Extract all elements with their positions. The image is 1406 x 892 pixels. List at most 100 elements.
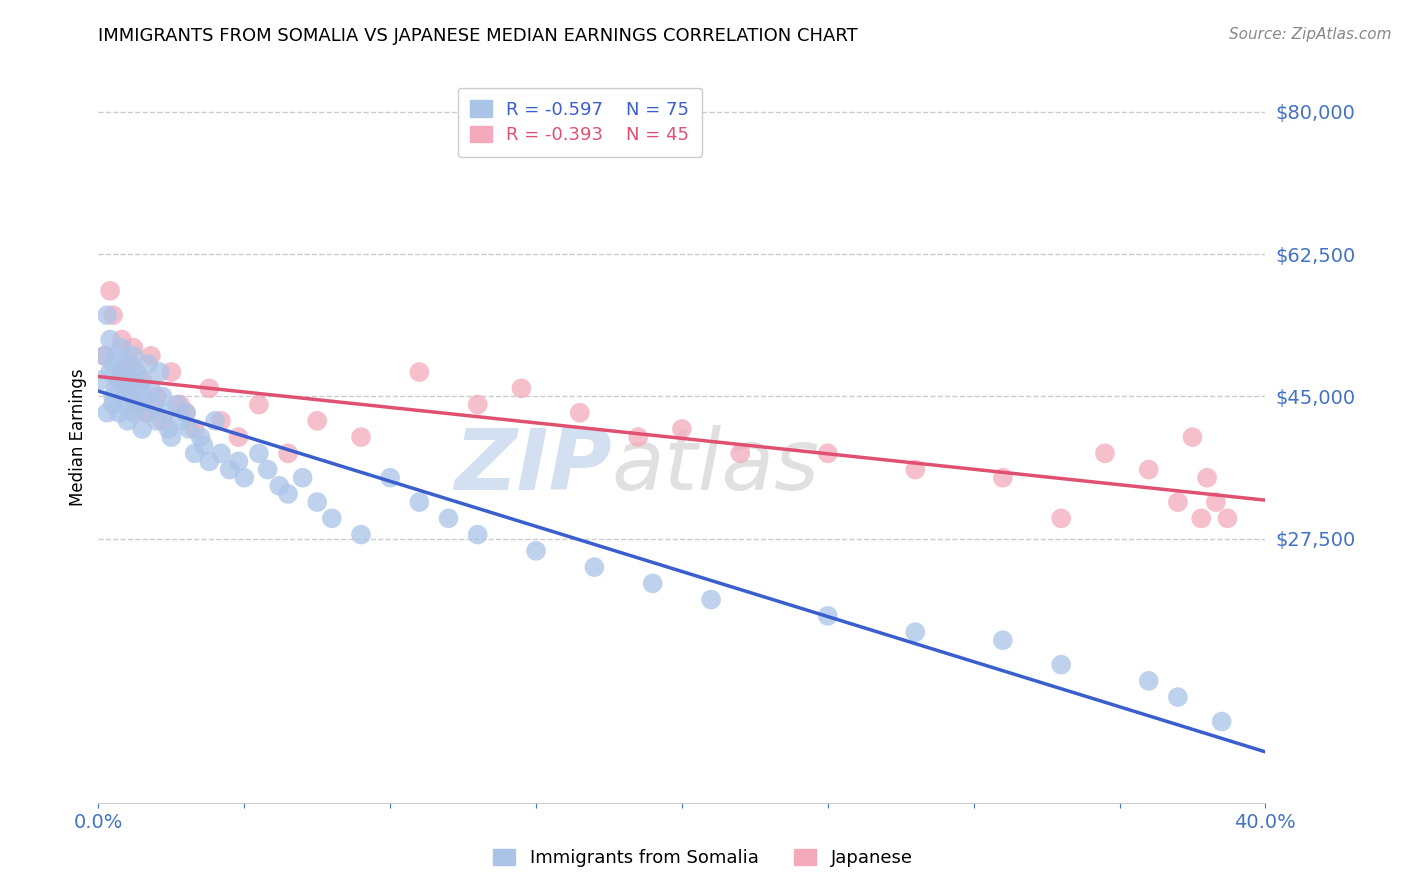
Point — [90, 373, 112, 387]
Point — [307, 414, 329, 428]
Point — [98, 284, 121, 298]
Text: ZIP: ZIP — [454, 425, 612, 508]
Point — [256, 462, 278, 476]
Point — [136, 406, 159, 420]
Point — [190, 430, 212, 444]
Point — [700, 592, 723, 607]
Point — [152, 414, 174, 428]
Point — [524, 544, 547, 558]
Point — [1094, 446, 1116, 460]
Point — [101, 389, 124, 403]
Point — [160, 430, 183, 444]
Point — [269, 479, 291, 493]
Point — [174, 406, 197, 420]
Point — [139, 349, 162, 363]
Point — [321, 511, 343, 525]
Point — [131, 373, 153, 387]
Point — [93, 349, 115, 363]
Point — [1189, 511, 1212, 525]
Point — [108, 373, 131, 387]
Point — [641, 576, 664, 591]
Point — [125, 365, 148, 379]
Point — [149, 365, 172, 379]
Point — [510, 381, 533, 395]
Point — [160, 365, 183, 379]
Point — [96, 308, 118, 322]
Point — [193, 438, 215, 452]
Point — [1137, 673, 1160, 688]
Legend: R = -0.597    N = 75, R = -0.393    N = 45: R = -0.597 N = 75, R = -0.393 N = 45 — [457, 87, 702, 157]
Y-axis label: Median Earnings: Median Earnings — [69, 368, 87, 506]
Point — [146, 414, 169, 428]
Point — [98, 365, 121, 379]
Point — [198, 454, 221, 468]
Point — [904, 625, 927, 640]
Point — [817, 608, 839, 623]
Point — [408, 365, 430, 379]
Point — [228, 454, 250, 468]
Point — [111, 341, 134, 355]
Point — [136, 357, 159, 371]
Point — [98, 333, 121, 347]
Point — [991, 471, 1014, 485]
Point — [114, 381, 136, 395]
Point — [817, 446, 839, 460]
Point — [291, 471, 314, 485]
Text: Source: ZipAtlas.com: Source: ZipAtlas.com — [1229, 27, 1392, 42]
Point — [117, 414, 139, 428]
Point — [120, 357, 142, 371]
Point — [218, 462, 240, 476]
Point — [568, 406, 591, 420]
Point — [146, 389, 169, 403]
Point — [120, 389, 142, 403]
Point — [108, 373, 131, 387]
Point — [277, 487, 299, 501]
Point — [228, 430, 250, 444]
Point — [904, 462, 927, 476]
Point — [467, 527, 489, 541]
Point — [183, 446, 205, 460]
Point — [350, 430, 373, 444]
Point — [169, 398, 191, 412]
Point — [166, 398, 188, 412]
Point — [1205, 495, 1227, 509]
Point — [991, 633, 1014, 648]
Point — [117, 381, 139, 395]
Point — [247, 398, 270, 412]
Point — [1211, 714, 1233, 729]
Point — [380, 471, 402, 485]
Point — [111, 365, 134, 379]
Point — [101, 357, 124, 371]
Point — [117, 357, 139, 371]
Point — [408, 495, 430, 509]
Point — [307, 495, 329, 509]
Point — [139, 381, 162, 395]
Point — [134, 406, 156, 420]
Point — [96, 406, 118, 420]
Point — [114, 398, 136, 412]
Point — [169, 414, 191, 428]
Point — [101, 398, 124, 412]
Point — [125, 381, 148, 395]
Point — [1167, 495, 1189, 509]
Point — [177, 422, 200, 436]
Point — [134, 389, 156, 403]
Point — [111, 333, 134, 347]
Point — [1216, 511, 1239, 525]
Point — [437, 511, 460, 525]
Point — [209, 414, 232, 428]
Point — [1181, 430, 1204, 444]
Point — [467, 398, 489, 412]
Point — [114, 365, 136, 379]
Point — [122, 406, 145, 420]
Point — [204, 414, 226, 428]
Point — [198, 381, 221, 395]
Point — [128, 398, 150, 412]
Point — [131, 373, 153, 387]
Point — [583, 560, 606, 574]
Point — [108, 406, 131, 420]
Point — [131, 422, 153, 436]
Point — [155, 406, 177, 420]
Text: IMMIGRANTS FROM SOMALIA VS JAPANESE MEDIAN EARNINGS CORRELATION CHART: IMMIGRANTS FROM SOMALIA VS JAPANESE MEDI… — [98, 27, 858, 45]
Point — [120, 373, 142, 387]
